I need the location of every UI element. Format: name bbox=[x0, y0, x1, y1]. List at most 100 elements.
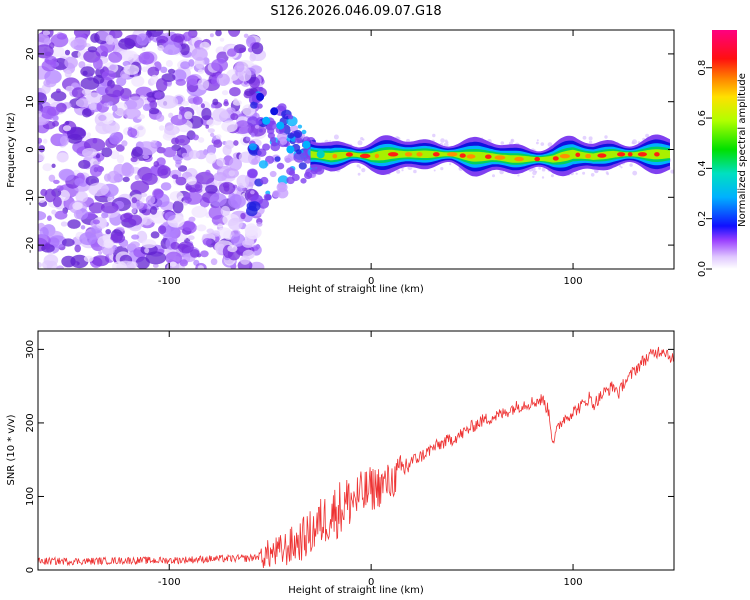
noise-blob bbox=[83, 255, 94, 262]
noise-blob bbox=[244, 223, 258, 237]
ridge-halo bbox=[594, 169, 599, 173]
noise-blob bbox=[78, 159, 91, 169]
ridge-halo bbox=[618, 164, 622, 167]
noise-blob bbox=[65, 120, 70, 125]
transition-blob bbox=[263, 193, 272, 201]
noise-blob bbox=[60, 221, 68, 227]
noise-blob bbox=[216, 157, 226, 167]
transition-blob bbox=[291, 173, 300, 182]
snr-line-group bbox=[38, 346, 674, 569]
noise-blob bbox=[136, 33, 149, 46]
noise-blob bbox=[91, 255, 110, 267]
noise-blob bbox=[53, 179, 60, 184]
noise-blob bbox=[59, 135, 69, 146]
noise-blob bbox=[157, 165, 171, 179]
transition-blob bbox=[262, 143, 271, 151]
snr-ylabel: SNR (10 * v/v) bbox=[6, 414, 17, 485]
noise-blob bbox=[145, 251, 167, 265]
noise-blob bbox=[142, 103, 151, 111]
noise-blob bbox=[234, 120, 252, 134]
noise-blob bbox=[239, 255, 251, 265]
noise-blob bbox=[89, 164, 103, 177]
figure-title: S126.2026.046.09.07.G18 bbox=[270, 4, 441, 19]
noise-blob bbox=[233, 140, 239, 146]
transition-blob bbox=[271, 141, 277, 147]
transition-blob bbox=[296, 149, 302, 155]
noise-blob bbox=[195, 171, 215, 185]
ridge-peak bbox=[575, 152, 581, 157]
transition-blob bbox=[260, 176, 269, 185]
ridge-peak bbox=[654, 152, 660, 157]
transition-peak bbox=[316, 150, 325, 159]
noise-blob bbox=[230, 233, 246, 247]
noise-blob bbox=[150, 74, 159, 85]
noise-blob bbox=[93, 74, 105, 84]
noise-blob bbox=[93, 57, 103, 70]
snr-xtick-label: 100 bbox=[564, 577, 583, 588]
noise-blob bbox=[170, 114, 188, 126]
transition-blob bbox=[256, 103, 263, 109]
ridge-peak bbox=[494, 155, 506, 160]
ridge-halo bbox=[443, 142, 449, 148]
noise-blob bbox=[242, 239, 255, 248]
noise-blob bbox=[226, 107, 236, 114]
noise-blob bbox=[74, 178, 85, 186]
noise-blob bbox=[42, 138, 48, 144]
noise-blob bbox=[216, 73, 230, 86]
noise-blob bbox=[141, 217, 153, 226]
ridge-halo bbox=[541, 167, 546, 172]
transition-blob bbox=[300, 178, 307, 184]
noise-blob bbox=[234, 61, 245, 73]
ridge-halo bbox=[449, 163, 452, 166]
spectrogram-xtick-label: 100 bbox=[564, 276, 583, 287]
noise-blob bbox=[184, 111, 193, 120]
noise-blob bbox=[101, 147, 113, 158]
spectrogram-ylabel: Frequency (Hz) bbox=[6, 112, 17, 188]
noise-blob bbox=[134, 174, 140, 181]
noise-blob bbox=[175, 176, 187, 186]
ridge-halo bbox=[357, 140, 363, 146]
spectrogram-ytick-label: -20 bbox=[25, 237, 36, 253]
noise-blob bbox=[38, 33, 51, 47]
noise-blob bbox=[38, 137, 43, 144]
ridge-peak bbox=[459, 153, 466, 158]
noise-blob bbox=[210, 132, 215, 137]
noise-blob bbox=[240, 212, 246, 220]
colorbar: 0.0 0.2 0.4 0.6 0.8 Normalized spectral ampl… bbox=[697, 30, 748, 277]
snr-xlabel: Height of straight line (km) bbox=[288, 585, 424, 596]
noise-blob bbox=[197, 78, 210, 91]
noise-blob bbox=[52, 115, 59, 121]
noise-blob bbox=[62, 125, 72, 132]
ridge-peak bbox=[534, 156, 540, 162]
noise-blob bbox=[98, 114, 107, 121]
noise-blob bbox=[245, 136, 251, 141]
noise-blob bbox=[107, 196, 113, 203]
noise-blob bbox=[67, 219, 81, 229]
noise-blob bbox=[202, 238, 212, 246]
noise-blob bbox=[205, 184, 218, 194]
noise-blob bbox=[197, 265, 205, 269]
noise-blob bbox=[215, 30, 222, 37]
ridge-halo bbox=[670, 169, 674, 174]
transition-peak bbox=[256, 92, 265, 101]
noise-blob bbox=[169, 191, 184, 202]
noise-blob bbox=[197, 69, 205, 74]
ridge-halo bbox=[492, 174, 495, 178]
noise-blob bbox=[64, 70, 72, 78]
noise-blob bbox=[64, 49, 71, 56]
noise-blob bbox=[90, 33, 100, 43]
noise-blob bbox=[141, 239, 157, 249]
noise-blob bbox=[206, 119, 215, 127]
ridge-halo bbox=[550, 174, 554, 178]
noise-blob bbox=[188, 216, 196, 222]
transition-blob bbox=[279, 138, 288, 145]
noise-blob bbox=[228, 194, 246, 209]
noise-blob bbox=[148, 107, 160, 115]
ridge-halo bbox=[536, 139, 539, 142]
noise-blob bbox=[211, 230, 220, 237]
noise-blob bbox=[213, 172, 227, 182]
noise-blob bbox=[141, 173, 158, 185]
noise-blob bbox=[80, 66, 95, 77]
noise-blob bbox=[118, 38, 136, 50]
spectrogram-heatmap bbox=[38, 30, 674, 269]
